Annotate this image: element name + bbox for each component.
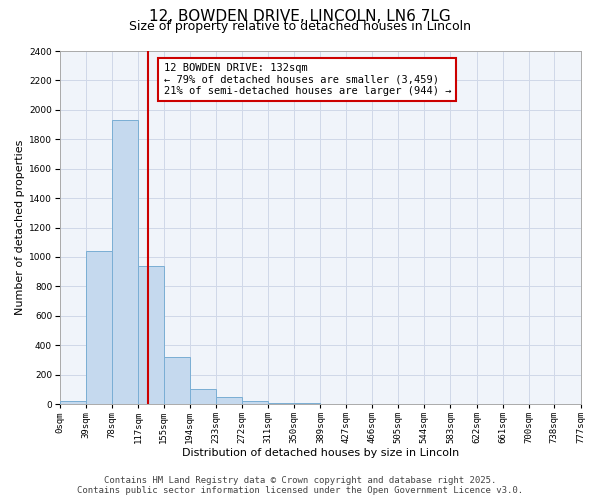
- Text: 12, BOWDEN DRIVE, LINCOLN, LN6 7LG: 12, BOWDEN DRIVE, LINCOLN, LN6 7LG: [149, 9, 451, 24]
- Bar: [242, 401, 268, 404]
- Text: Contains HM Land Registry data © Crown copyright and database right 2025.
Contai: Contains HM Land Registry data © Crown c…: [77, 476, 523, 495]
- Bar: [216, 397, 242, 404]
- Bar: [268, 402, 295, 404]
- Bar: [86, 251, 112, 404]
- Bar: [190, 390, 216, 404]
- Y-axis label: Number of detached properties: Number of detached properties: [15, 140, 25, 316]
- X-axis label: Distribution of detached houses by size in Lincoln: Distribution of detached houses by size …: [182, 448, 459, 458]
- Text: 12 BOWDEN DRIVE: 132sqm
← 79% of detached houses are smaller (3,459)
21% of semi: 12 BOWDEN DRIVE: 132sqm ← 79% of detache…: [164, 63, 451, 96]
- Bar: [112, 120, 138, 404]
- Bar: [138, 266, 164, 404]
- Bar: [164, 357, 190, 404]
- Bar: [60, 401, 86, 404]
- Text: Size of property relative to detached houses in Lincoln: Size of property relative to detached ho…: [129, 20, 471, 33]
